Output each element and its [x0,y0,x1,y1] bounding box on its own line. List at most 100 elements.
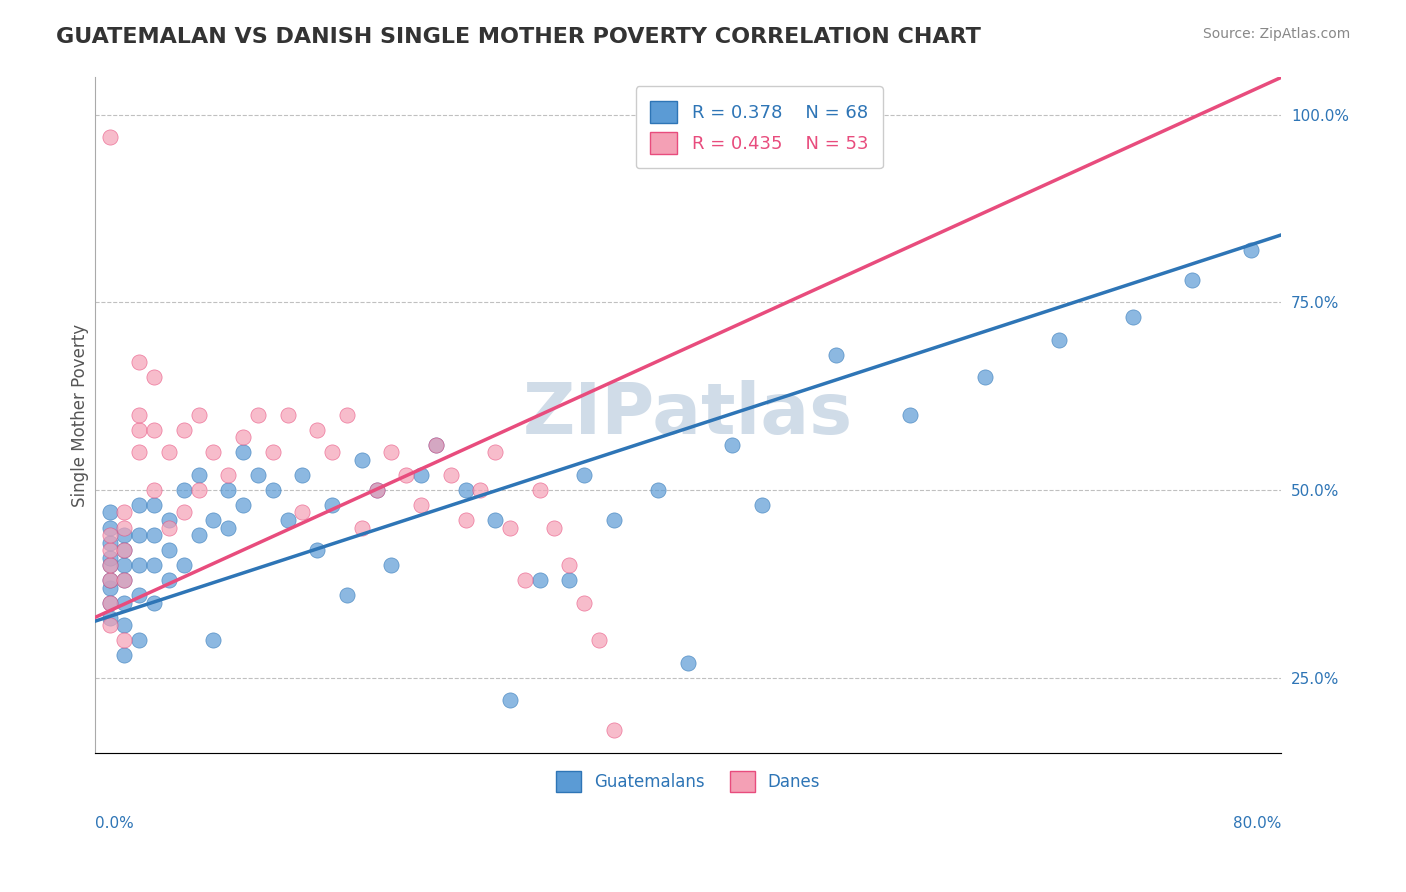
Point [676,656,699,670]
Point [173,483,195,497]
Point [128,588,150,602]
Point [425,438,447,452]
Point [588,633,610,648]
Point [128,408,150,422]
Point [246,468,269,483]
Point [751,498,773,512]
Point [98,573,121,587]
Point [98,618,121,632]
Point [98,581,121,595]
Point [246,408,269,422]
Point [484,513,506,527]
Point [98,558,121,572]
Point [187,483,209,497]
Legend: Guatemalans, Danes: Guatemalans, Danes [548,764,827,798]
Point [262,483,284,497]
Point [825,348,848,362]
Point [366,483,388,497]
Point [143,423,166,437]
Point [157,445,180,459]
Point [647,483,669,497]
Point [217,468,239,483]
Point [128,558,150,572]
Point [1181,273,1204,287]
Point [98,558,121,572]
Point [529,573,551,587]
Point [499,693,522,707]
Point [454,513,477,527]
Point [98,528,121,542]
Point [395,468,418,483]
Point [143,498,166,512]
Point [143,370,166,384]
Point [114,573,136,587]
Point [143,528,166,542]
Point [380,445,402,459]
Point [173,558,195,572]
Point [603,723,626,737]
Point [98,543,121,558]
Point [603,513,626,527]
Point [277,408,299,422]
Point [1122,310,1144,325]
Point [128,423,150,437]
Point [202,445,225,459]
Point [321,445,343,459]
Point [173,423,195,437]
Point [336,588,359,602]
Text: Source: ZipAtlas.com: Source: ZipAtlas.com [1202,27,1350,41]
Point [409,468,432,483]
Point [128,498,150,512]
Point [380,558,402,572]
Point [114,528,136,542]
Point [232,430,254,444]
Point [114,543,136,558]
Point [114,618,136,632]
Point [114,543,136,558]
Point [128,633,150,648]
Point [217,483,239,497]
Point [513,573,536,587]
Point [114,648,136,662]
Point [98,520,121,534]
Point [484,445,506,459]
Point [307,423,329,437]
Point [98,130,121,145]
Point [721,438,744,452]
Point [143,595,166,609]
Point [1240,243,1263,257]
Point [157,543,180,558]
Text: 0.0%: 0.0% [94,816,134,831]
Point [114,558,136,572]
Point [114,520,136,534]
Point [114,506,136,520]
Point [157,513,180,527]
Point [350,453,373,467]
Point [440,468,463,483]
Point [128,355,150,369]
Point [898,408,921,422]
Point [157,573,180,587]
Point [572,595,595,609]
Point [114,633,136,648]
Point [291,468,314,483]
Text: 80.0%: 80.0% [1233,816,1281,831]
Point [98,573,121,587]
Point [350,520,373,534]
Text: GUATEMALAN VS DANISH SINGLE MOTHER POVERTY CORRELATION CHART: GUATEMALAN VS DANISH SINGLE MOTHER POVER… [56,27,981,46]
Point [499,520,522,534]
Point [366,483,388,497]
Point [157,520,180,534]
Point [187,468,209,483]
Point [202,513,225,527]
Point [470,483,492,497]
Point [262,445,284,459]
Point [558,558,581,572]
Point [232,445,254,459]
Point [187,528,209,542]
Point [307,543,329,558]
Point [558,573,581,587]
Point [98,610,121,624]
Point [529,483,551,497]
Point [1047,333,1070,347]
